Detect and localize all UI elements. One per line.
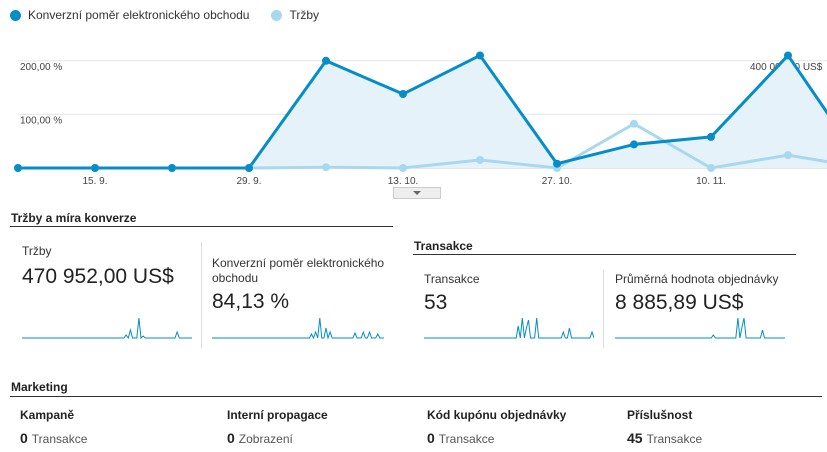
legend-label-revenue: Tržby <box>289 8 320 22</box>
series-point-conversion <box>553 159 561 168</box>
sparkline-line <box>212 317 384 340</box>
series-point-conversion <box>91 164 99 172</box>
line-chart: 200,00 %100,00 %400 000,00 US$200 000,00… <box>14 51 827 187</box>
section-rule <box>10 396 822 397</box>
metric-label: Tržby <box>22 244 52 258</box>
sparkline-revenue <box>22 317 192 340</box>
sparkline-transactions <box>424 317 594 339</box>
marketing-item-internal-promotion[interactable]: Interní propagace 0 Zobrazení <box>227 408 328 446</box>
marketing-count: 45 <box>627 430 643 446</box>
series-point-conversion <box>322 56 330 65</box>
legend-dot-conversion <box>10 9 21 21</box>
sparkline-conversion <box>212 317 384 340</box>
metric-card-conversion[interactable]: Konverzní poměr elektronického obchodu 8… <box>212 256 392 315</box>
divider <box>603 270 604 348</box>
marketing-title: Interní propagace <box>227 408 328 422</box>
series-point-conversion <box>784 51 792 60</box>
metric-card-avg-order[interactable]: Průměrná hodnota objednávky 8 885,89 US$ <box>615 272 800 316</box>
legend-label-conversion: Konverzní poměr elektronického obchodu <box>28 8 250 22</box>
marketing-unit: Transakce <box>438 432 495 446</box>
sparkline-line <box>424 317 594 339</box>
series-point-conversion <box>14 164 22 172</box>
metric-value: 470 952,00 US$ <box>22 265 174 288</box>
metric-label: Průměrná hodnota objednávky <box>615 272 779 286</box>
marketing-unit: Zobrazení <box>238 432 293 446</box>
x-tick-label: 10. 11. <box>696 176 726 187</box>
series-point-conversion <box>476 51 484 60</box>
series-point-conversion <box>399 90 407 99</box>
metric-label: Transakce <box>424 272 480 286</box>
x-tick-label: 27. 10. <box>542 176 573 187</box>
y-left-tick-label: 200,00 % <box>20 62 62 73</box>
section-title-transactions: Transakce <box>414 239 473 253</box>
sparkline-avg-order <box>615 317 785 339</box>
marketing-unit: Transakce <box>31 432 88 446</box>
series-point-revenue <box>322 163 330 172</box>
sparkline-line <box>22 317 192 340</box>
metric-value: 8 885,89 US$ <box>615 291 744 314</box>
marketing-item-affiliation[interactable]: Příslušnost 45 Transakce <box>627 408 702 446</box>
marketing-item-coupon-code[interactable]: Kód kupónu objednávky 0 Transakce <box>427 408 566 446</box>
series-point-revenue <box>784 151 792 160</box>
section-title-marketing: Marketing <box>11 380 68 394</box>
chevron-down-icon <box>413 191 421 195</box>
series-point-conversion <box>245 164 253 172</box>
x-tick-label: 13. 10. <box>388 176 419 187</box>
series-point-conversion <box>168 164 176 172</box>
metric-card-transactions[interactable]: Transakce 53 <box>424 272 594 316</box>
marketing-title: Kampaně <box>20 408 75 422</box>
marketing-unit: Transakce <box>646 432 703 446</box>
section-rule <box>10 226 393 227</box>
metric-value: 53 <box>424 291 448 314</box>
x-tick-label: 15. 9. <box>82 176 107 187</box>
legend-item-revenue[interactable]: Tržby <box>271 8 319 22</box>
series-point-revenue <box>399 164 407 172</box>
series-area-conversion <box>18 55 827 168</box>
section-title-revenue: Tržby a míra konverze <box>11 211 137 225</box>
legend-dot-revenue <box>271 9 283 21</box>
section-rule <box>413 254 796 255</box>
series-point-conversion <box>630 140 638 149</box>
series-point-revenue <box>707 164 715 172</box>
marketing-item-campaigns[interactable]: Kampaně 0 Transakce <box>20 408 87 446</box>
divider <box>201 242 202 348</box>
series-line-conversion <box>18 53 827 170</box>
marketing-title: Příslušnost <box>627 408 693 422</box>
legend-item-conversion[interactable]: Konverzní poměr elektronického obchodu <box>10 8 249 22</box>
metric-card-revenue[interactable]: Tržby 470 952,00 US$ <box>22 244 192 290</box>
collapse-chart-toggle[interactable] <box>393 187 441 199</box>
chart-legend: Konverzní poměr elektronického obchodu T… <box>10 8 341 22</box>
marketing-count: 0 <box>427 430 435 446</box>
metric-value: 84,13 % <box>212 290 290 313</box>
series-point-revenue <box>476 155 484 164</box>
marketing-title: Kód kupónu objednávky <box>427 408 567 422</box>
sparkline-line <box>615 317 785 339</box>
x-tick-label: 29. 9. <box>236 176 261 187</box>
marketing-count: 0 <box>20 430 28 446</box>
marketing-count: 0 <box>227 430 235 446</box>
y-left-tick-label: 100,00 % <box>20 115 62 126</box>
series-point-revenue <box>630 119 638 128</box>
series-point-conversion <box>707 132 715 141</box>
metric-label: Konverzní poměr elektronického obchodu <box>212 256 385 285</box>
